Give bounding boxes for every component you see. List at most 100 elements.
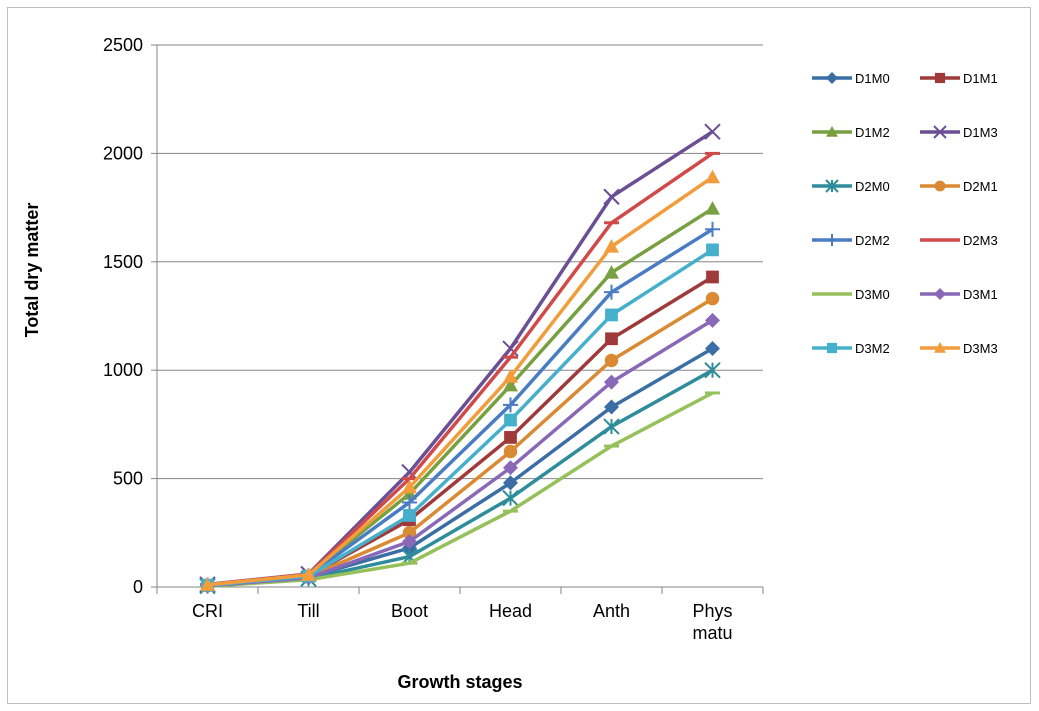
series-line-D3M0 bbox=[207, 391, 714, 589]
chart-frame: 0 500 1000 1500 2000 2500 CRI Till Boot Head Anth P… bbox=[7, 7, 1031, 704]
legend-label: D1M2 bbox=[855, 125, 890, 140]
legend-item-D3M2: D3M2 bbox=[812, 341, 890, 356]
point-D1M1-Phys-matu bbox=[706, 270, 719, 284]
y-tick-label: 1000 bbox=[103, 360, 143, 380]
legend-item-D3M3: D3M3 bbox=[920, 341, 998, 356]
x-tick-label: Phys matu bbox=[692, 601, 732, 643]
legend-label: D3M0 bbox=[855, 287, 890, 302]
point-D3M1-Anth bbox=[604, 374, 619, 390]
legend-marker bbox=[826, 72, 838, 84]
series-line-D2M3 bbox=[207, 151, 714, 587]
legend-marker bbox=[934, 180, 946, 192]
series-line-D3M3 bbox=[207, 175, 714, 587]
series-D1M3 bbox=[199, 123, 721, 593]
legend-label: D2M1 bbox=[963, 179, 998, 194]
point-D2M1-Boot bbox=[402, 526, 417, 540]
point-D2M1-Head bbox=[503, 444, 518, 459]
legend-marker bbox=[934, 342, 946, 353]
legend-item-D2M1: D2M1 bbox=[920, 179, 998, 194]
point-D2M0-Anth bbox=[603, 418, 620, 435]
legend-marker bbox=[826, 126, 838, 137]
point-D3M2-Head bbox=[504, 413, 517, 427]
point-D1M0-Head bbox=[503, 475, 518, 491]
point-D1M3-Phys-matu bbox=[704, 123, 721, 140]
point-D3M2-Anth bbox=[605, 308, 618, 322]
legend-marker bbox=[825, 179, 839, 193]
legend-marker bbox=[826, 342, 838, 354]
point-D1M2-Head bbox=[503, 377, 518, 392]
point-D3M2-Boot bbox=[403, 509, 416, 522]
line-chart: 0 500 1000 1500 2000 2500 CRI Till Boot Head Anth P… bbox=[22, 35, 998, 692]
x-tick-label: Boot bbox=[391, 601, 428, 621]
point-D1M1-Anth bbox=[605, 332, 618, 346]
point-D2M2-Head bbox=[503, 397, 518, 413]
point-D2M1-Anth bbox=[604, 353, 619, 368]
axes: 0 500 1000 1500 2000 2500 CRI Till Boot Head Anth P… bbox=[103, 35, 764, 643]
point-D1M1-Head bbox=[504, 431, 517, 444]
point-D3M3-Head bbox=[503, 369, 518, 383]
point-D3M1-Head bbox=[503, 460, 518, 476]
legend-label: D2M2 bbox=[855, 233, 890, 248]
x-tick-label: Till bbox=[297, 601, 319, 621]
point-D3M1-Boot bbox=[402, 533, 417, 549]
x-tick-label: CRI bbox=[192, 601, 223, 621]
legend-marker bbox=[826, 234, 838, 246]
legend-item-D2M3: D2M3 bbox=[920, 233, 998, 248]
legend-label: D3M3 bbox=[963, 341, 998, 356]
point-D3M3-CRI bbox=[200, 577, 215, 591]
point-D2M1-Phys-matu bbox=[705, 291, 720, 306]
x-tick-label: Anth bbox=[593, 601, 630, 621]
point-D3M2-Phys-matu bbox=[706, 243, 719, 257]
legend-label: D1M0 bbox=[855, 71, 890, 86]
x-tick-label: Head bbox=[489, 601, 532, 621]
legend-label: D3M1 bbox=[963, 287, 998, 302]
legend-label: D1M1 bbox=[963, 71, 998, 86]
point-D2M2-Boot bbox=[402, 494, 417, 510]
legend-item-D1M3: D1M3 bbox=[920, 125, 998, 140]
legend-label: D2M0 bbox=[855, 179, 890, 194]
point-D1M0-Phys-matu bbox=[705, 341, 720, 357]
series-D3M3 bbox=[200, 169, 720, 591]
series-line-D2M2 bbox=[207, 227, 714, 587]
point-D1M2-Anth bbox=[604, 265, 619, 279]
y-tick-label: 2500 bbox=[103, 35, 143, 55]
legend-item-D2M0: D2M0 bbox=[812, 179, 890, 194]
legend-item-D3M0: D3M0 bbox=[812, 287, 890, 302]
legend-marker bbox=[933, 125, 947, 139]
point-D2M0-Phys-matu bbox=[704, 361, 721, 379]
legend-marker bbox=[934, 72, 946, 84]
legend-label: D2M3 bbox=[963, 233, 998, 248]
point-D1M3-Anth bbox=[603, 188, 620, 205]
point-D3M3-Till bbox=[301, 567, 316, 581]
series-D3M0 bbox=[200, 391, 720, 589]
point-D1M3-Boot bbox=[401, 463, 418, 481]
point-D1M2-Phys-matu bbox=[705, 201, 720, 215]
x-axis-title: Growth stages bbox=[397, 672, 522, 692]
y-tick-label: 0 bbox=[133, 577, 143, 597]
legend-item-D3M1: D3M1 bbox=[920, 287, 998, 302]
grid-lines bbox=[157, 44, 763, 480]
y-axis-title: Total dry matter bbox=[22, 203, 42, 338]
legend: D1M0 D1M1 D1M2 D1M3 D2M0 D2M1 D2M2 D2M3 D3M0 D3M1… bbox=[812, 71, 998, 356]
point-D2M2-Phys-matu bbox=[705, 221, 720, 237]
point-D3M3-Anth bbox=[604, 239, 619, 253]
y-tick-label: 1500 bbox=[103, 252, 143, 272]
legend-item-D2M2: D2M2 bbox=[812, 233, 890, 248]
point-D2M0-Head bbox=[502, 489, 519, 507]
point-D1M3-Head bbox=[502, 340, 519, 357]
y-tick-label: 2000 bbox=[103, 143, 143, 163]
point-D3M3-Boot bbox=[402, 479, 417, 494]
legend-label: D1M3 bbox=[963, 125, 998, 140]
series-lines bbox=[199, 123, 721, 595]
point-D3M1-Phys-matu bbox=[705, 312, 720, 328]
legend-item-D1M0: D1M0 bbox=[812, 71, 890, 86]
legend-item-D1M1: D1M1 bbox=[920, 71, 998, 86]
y-tick-label: 500 bbox=[113, 469, 143, 489]
series-D1M2 bbox=[200, 201, 720, 591]
point-D3M3-Phys-matu bbox=[705, 169, 720, 184]
series-D2M3 bbox=[200, 151, 720, 587]
legend-item-D1M2: D1M2 bbox=[812, 125, 890, 140]
legend-marker bbox=[934, 288, 946, 300]
point-D1M0-Anth bbox=[604, 399, 619, 415]
legend-label: D3M2 bbox=[855, 341, 890, 356]
